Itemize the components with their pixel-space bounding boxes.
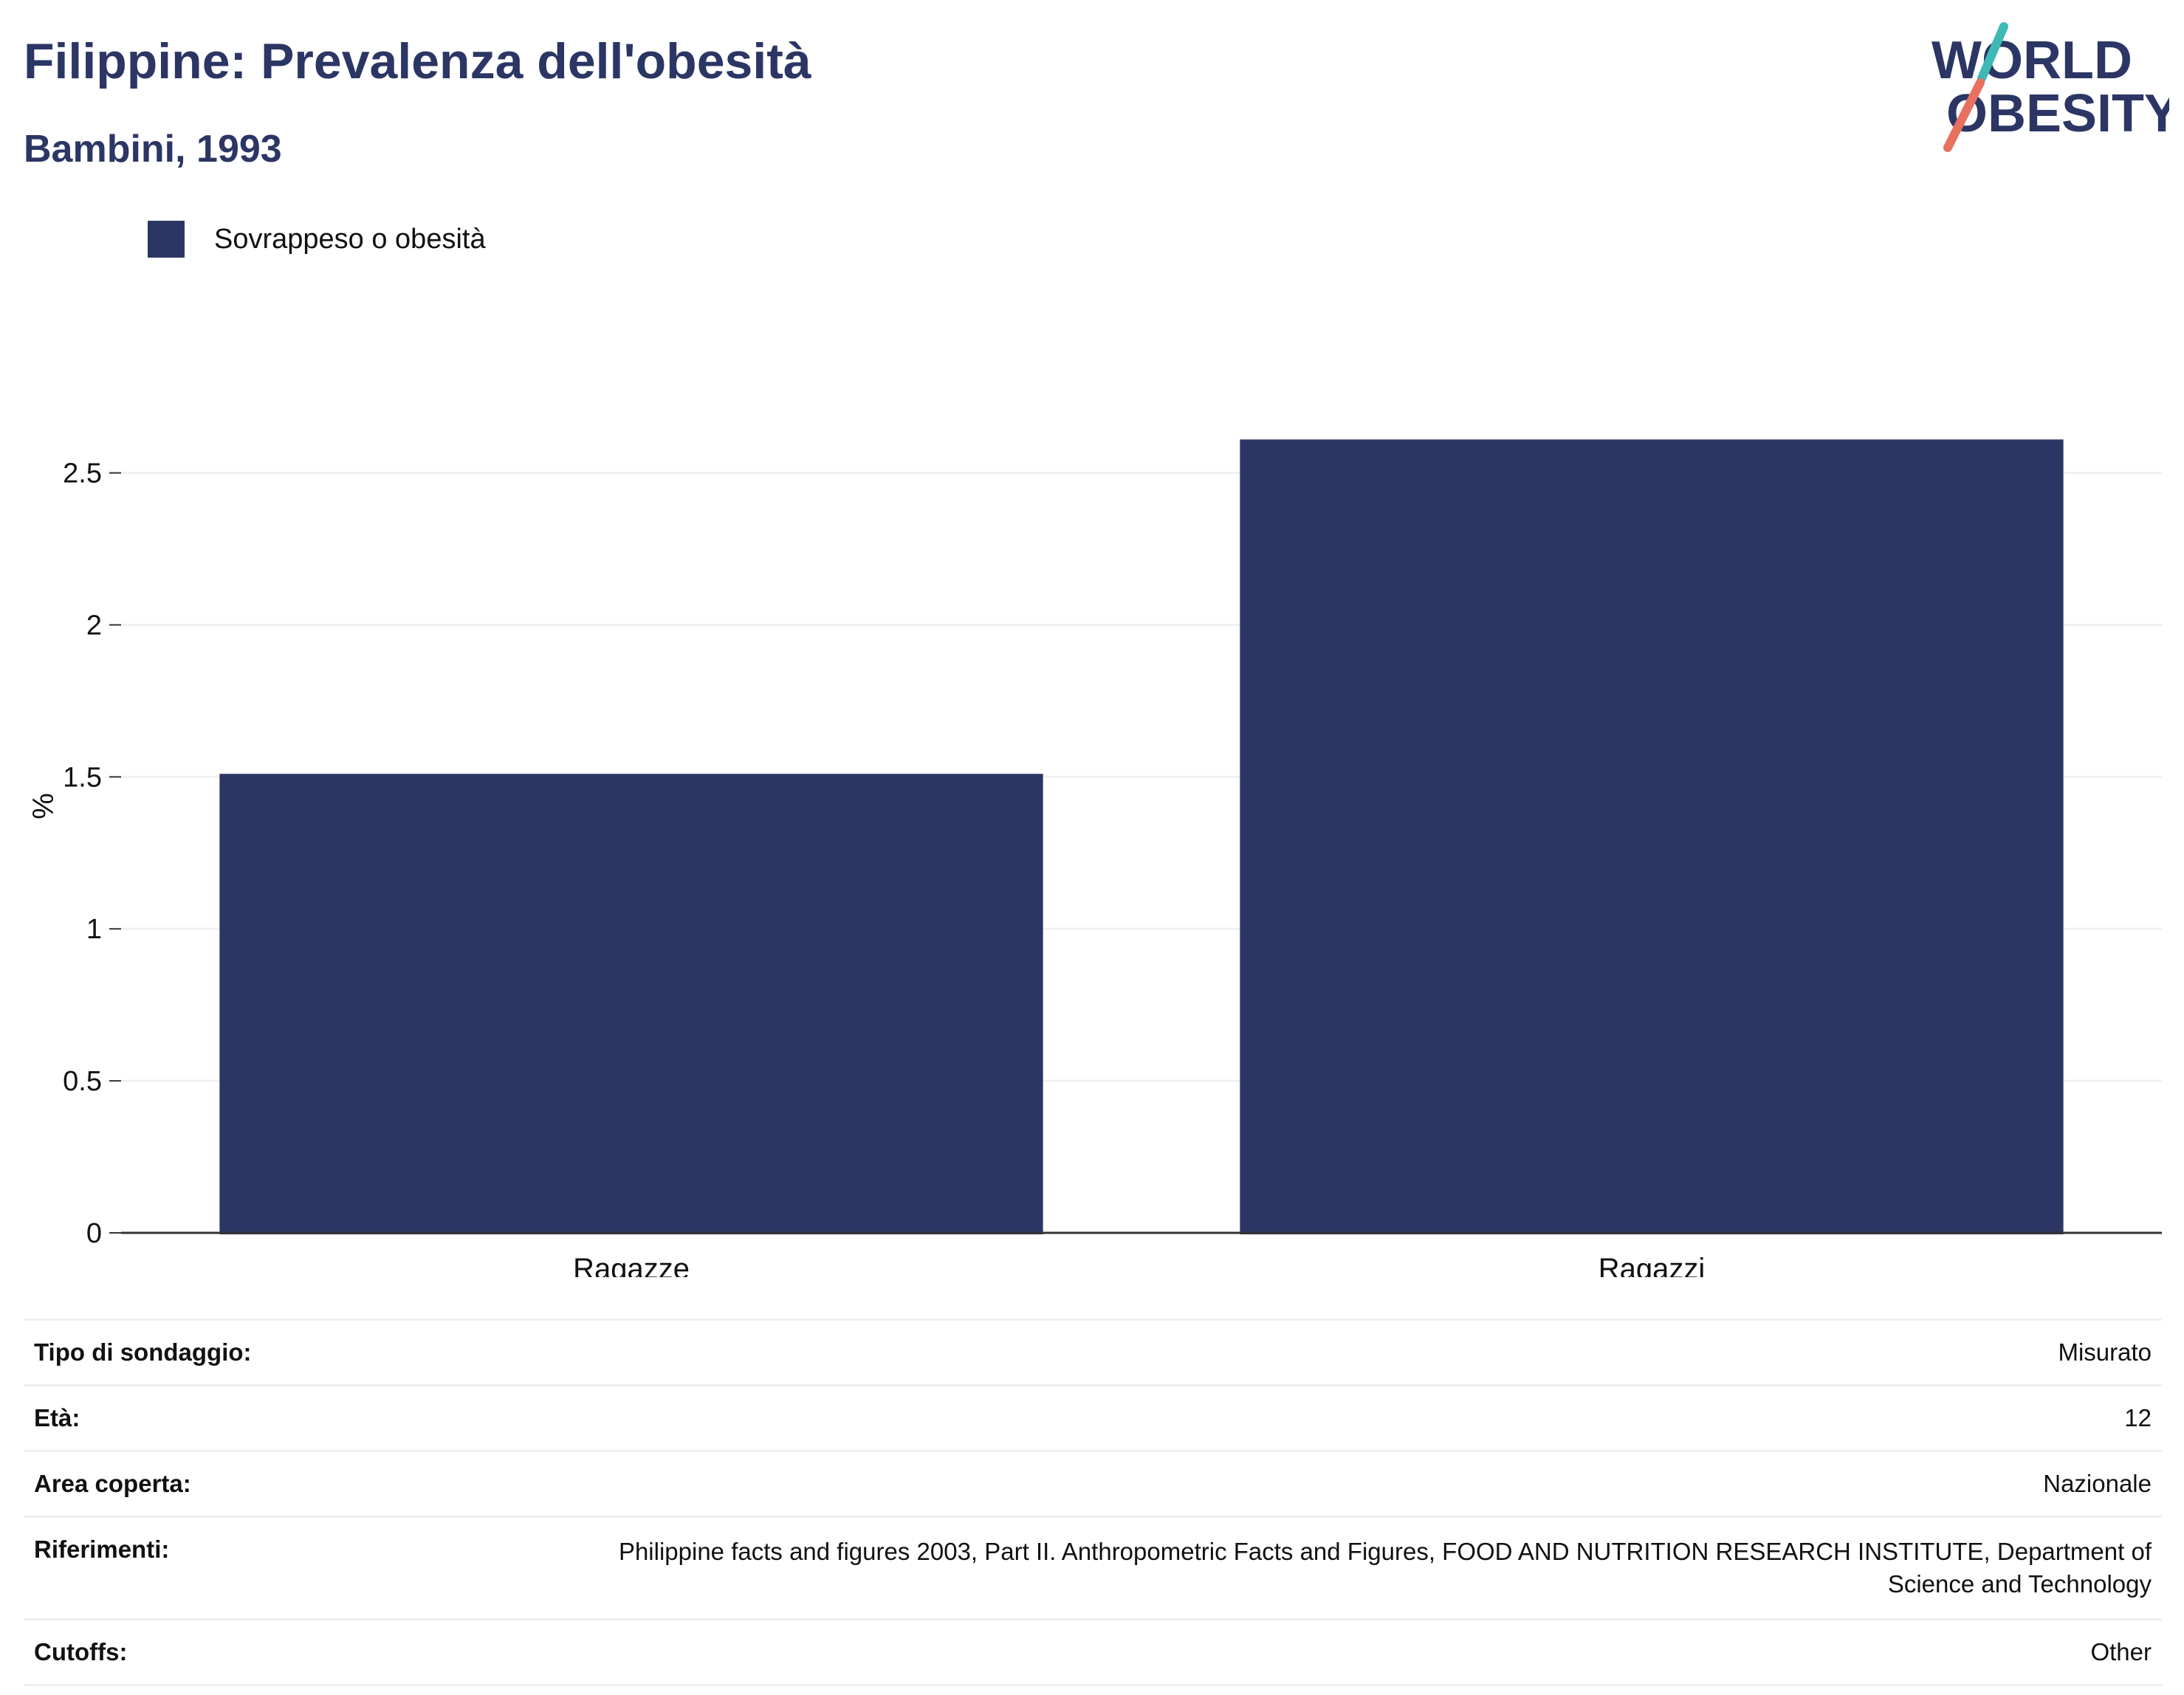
survey-info-table: Tipo di sondaggio: Misurato Età: 12 Area cop… [24, 1318, 2162, 1686]
info-value: Misurato [2058, 1338, 2152, 1366]
info-label: Riferimenti: [34, 1536, 170, 1563]
info-row: Tipo di sondaggio: Misurato [24, 1321, 2162, 1386]
info-row: Età: 12 [24, 1386, 2162, 1452]
legend-label: Sovrappeso o obesità [214, 223, 486, 255]
info-label: Tipo di sondaggio: [34, 1338, 252, 1366]
info-value: Other [2090, 1638, 2152, 1665]
info-row: Cutoffs: Other [24, 1620, 2162, 1686]
x-tick-label: Ragazzi [1598, 1253, 1706, 1277]
chart-title: Filippine: Prevalenza dell'obesità [24, 33, 811, 89]
chart-subtitle: Bambini, 1993 [24, 128, 282, 171]
bars [219, 439, 2064, 1234]
info-value: Philippine facts and figures 2003, Part … [618, 1538, 2152, 1598]
world-obesity-logo: WORLD OBESITY [1931, 22, 2169, 152]
info-value: Nazionale [2043, 1470, 2152, 1497]
info-label: Età: [34, 1404, 80, 1431]
bar-chart: 0 0.5 1 1.5 2 2.5 Ragazze Ragazzi % [27, 439, 2162, 1277]
y-tick-label: 0.5 [63, 1066, 102, 1097]
y-tick-label: 2.5 [63, 458, 102, 489]
info-label: Area coperta: [34, 1470, 191, 1497]
svg-text:WORLD: WORLD [1931, 31, 2132, 90]
info-label: Cutoffs: [34, 1638, 128, 1665]
info-value: 12 [2124, 1404, 2152, 1431]
y-axis-label: % [27, 793, 60, 819]
x-tick-label: Ragazze [573, 1253, 690, 1277]
y-tick-label: 0 [86, 1218, 102, 1249]
legend-swatch [148, 221, 185, 258]
y-tick-label: 2 [86, 610, 102, 641]
axes: 0 0.5 1 1.5 2 2.5 Ragazze Ragazzi [63, 458, 2162, 1277]
chart-legend: Sovrappeso o obesità [148, 219, 486, 260]
info-row: Area coperta: Nazionale [24, 1452, 2162, 1518]
y-tick-label: 1 [86, 914, 102, 945]
svg-text:OBESITY: OBESITY [1946, 84, 2169, 143]
bar-ragazze [219, 774, 1043, 1234]
info-row: Riferimenti: Philippine facts and figures… [24, 1518, 2162, 1620]
y-tick-label: 1.5 [63, 762, 102, 793]
bar-ragazzi [1240, 439, 2064, 1234]
